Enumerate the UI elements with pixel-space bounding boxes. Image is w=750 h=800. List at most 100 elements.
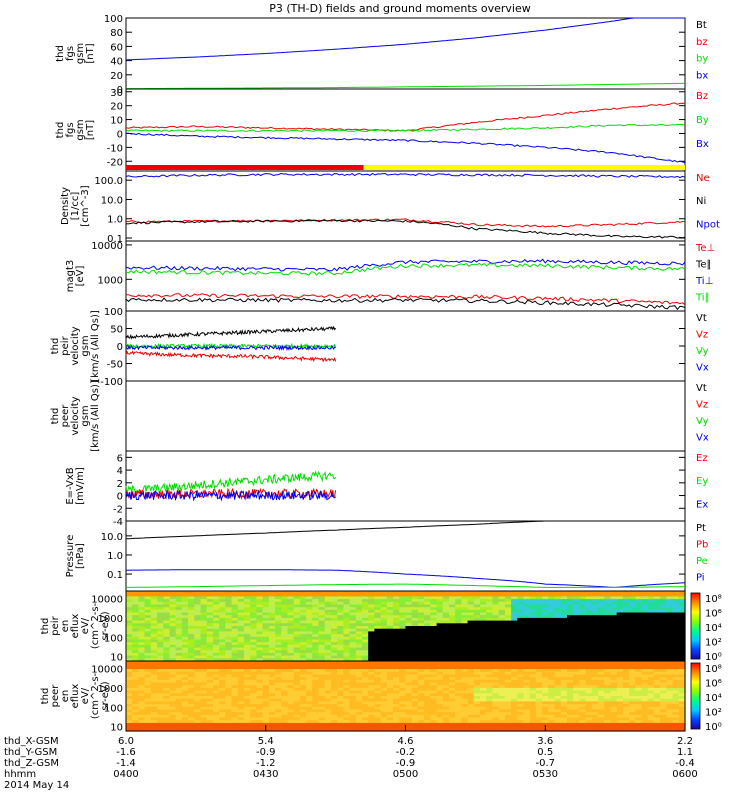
heatmap-cell — [318, 601, 326, 606]
heatmap-cell — [436, 647, 444, 651]
heatmap-cell — [169, 690, 177, 694]
heatmap-cell — [237, 623, 245, 627]
heatmap-cell — [405, 604, 413, 608]
colorbar-2 — [690, 662, 701, 730]
heatmap-cell — [231, 674, 239, 678]
heatmap-cell — [517, 615, 525, 619]
heatmap-cell — [144, 639, 152, 643]
heatmap-cell — [511, 674, 518, 678]
heatmap-cell — [417, 717, 425, 721]
heatmap-cell — [281, 671, 289, 676]
heatmap-cell — [213, 599, 220, 603]
heatmap-cell — [163, 706, 171, 711]
heatmap-cell — [237, 634, 245, 638]
heatmap-cell — [573, 658, 580, 662]
heatmap-cell — [368, 620, 375, 624]
heatmap-cell — [194, 704, 202, 708]
heatmap-cell — [511, 687, 518, 692]
heatmap-cell — [175, 655, 183, 659]
heatmap-cell — [324, 652, 332, 657]
heatmap-cell — [548, 612, 556, 616]
heatmap-cell — [268, 679, 276, 684]
heatmap-cell — [324, 634, 332, 638]
heatmap-cell — [672, 642, 680, 646]
heatmap-cell — [417, 722, 425, 727]
heatmap-cell — [362, 604, 369, 608]
heatmap-cell — [511, 677, 518, 681]
heatmap-cell — [535, 714, 543, 719]
heatmap-cell — [548, 677, 556, 681]
heatmap-cell — [647, 661, 655, 665]
heatmap-cell — [393, 599, 400, 603]
heatmap-cell — [324, 661, 332, 665]
heatmap-cell — [194, 661, 202, 665]
heatmap-cell — [436, 658, 444, 662]
heatmap-cell — [542, 612, 549, 616]
heatmap-cell — [386, 698, 394, 702]
series-Ey — [125, 470, 337, 496]
heatmap-cell — [399, 698, 407, 702]
heatmap-cell — [585, 655, 593, 659]
heatmap-cell — [548, 701, 556, 705]
heatmap-cell — [455, 725, 462, 729]
heatmap-cell — [200, 636, 208, 641]
heatmap-cell — [616, 712, 624, 716]
y-tick-label: -50 — [107, 360, 123, 371]
heatmap-cell — [268, 725, 276, 729]
heatmap-cell — [268, 639, 276, 643]
heatmap-cell — [188, 693, 195, 697]
heatmap-cell — [132, 617, 139, 622]
heatmap-cell — [430, 709, 438, 713]
heatmap-cell — [504, 663, 512, 667]
heatmap-cell — [250, 631, 257, 635]
heatmap-cell — [386, 709, 394, 713]
heatmap-cell — [200, 626, 208, 630]
heatmap-cell — [374, 696, 382, 700]
heatmap-cell — [635, 661, 643, 665]
heatmap-cell — [213, 671, 220, 676]
heatmap-cell — [647, 704, 655, 708]
heatmap-cell — [653, 669, 661, 673]
heatmap-cell — [268, 714, 276, 719]
heatmap-cell — [455, 663, 462, 667]
heatmap-cell — [132, 701, 139, 705]
heatmap-cell — [163, 712, 171, 716]
heatmap-cell — [467, 704, 475, 708]
heatmap-cell — [660, 704, 667, 708]
heatmap-cell — [678, 701, 686, 705]
heatmap-cell — [504, 607, 512, 611]
heatmap-cell — [542, 609, 549, 614]
heatmap-cell — [250, 626, 257, 630]
heatmap-cell — [250, 701, 257, 705]
heatmap-cell — [349, 607, 357, 611]
heatmap-cell — [237, 631, 245, 635]
heatmap-cell — [312, 714, 320, 719]
heatmap-cell — [244, 698, 251, 702]
heatmap-cell — [542, 591, 549, 595]
heatmap-cell — [542, 671, 549, 676]
heatmap-cell — [486, 717, 493, 721]
heatmap-cell — [511, 607, 518, 611]
heatmap-cell — [585, 698, 593, 702]
heatmap-cell — [138, 596, 146, 600]
heatmap-cell — [268, 655, 276, 659]
heatmap-cell — [169, 609, 177, 614]
heatmap-cell — [206, 722, 214, 727]
heatmap-cell — [436, 712, 444, 716]
heatmap-cell — [275, 698, 282, 702]
heatmap-cell — [411, 612, 419, 616]
heatmap-cell — [498, 717, 506, 721]
heatmap-cell — [219, 701, 226, 705]
heatmap-cell — [250, 607, 257, 611]
y-tick-label: 50 — [110, 325, 123, 336]
heatmap-cell — [312, 593, 320, 597]
heatmap-cell — [275, 607, 282, 611]
heatmap-cell — [200, 639, 208, 643]
heatmap-cell — [225, 628, 233, 632]
heatmap-cell — [256, 728, 264, 732]
heatmap-cell — [598, 728, 605, 732]
heatmap-cell — [430, 647, 438, 651]
heatmap-cell — [455, 679, 462, 684]
heatmap-cell — [349, 690, 357, 694]
heatmap-cell — [641, 623, 649, 627]
